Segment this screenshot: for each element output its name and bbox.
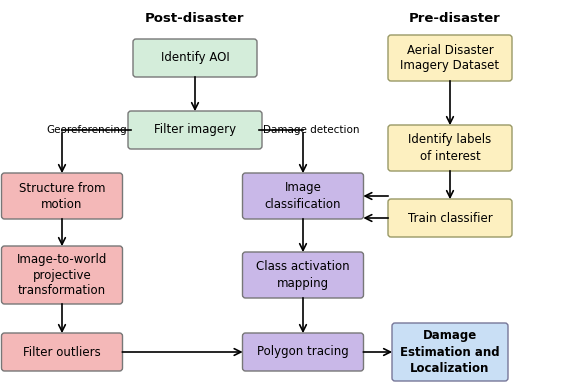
- FancyBboxPatch shape: [243, 173, 364, 219]
- Text: Identify labels
of interest: Identify labels of interest: [408, 133, 492, 163]
- FancyBboxPatch shape: [243, 333, 364, 371]
- FancyBboxPatch shape: [392, 323, 508, 381]
- Text: Georeferencing: Georeferencing: [46, 125, 127, 135]
- FancyBboxPatch shape: [128, 111, 262, 149]
- Text: Polygon tracing: Polygon tracing: [257, 345, 349, 359]
- Text: Image-to-world
projective
transformation: Image-to-world projective transformation: [17, 253, 107, 298]
- Text: Identify AOI: Identify AOI: [161, 52, 230, 64]
- Text: Damage detection: Damage detection: [263, 125, 359, 135]
- Text: Structure from
motion: Structure from motion: [19, 182, 105, 211]
- FancyBboxPatch shape: [2, 333, 122, 371]
- Text: Class activation
mapping: Class activation mapping: [256, 260, 350, 289]
- Text: Pre-disaster: Pre-disaster: [409, 12, 501, 25]
- Text: Filter imagery: Filter imagery: [154, 123, 236, 137]
- FancyBboxPatch shape: [243, 252, 364, 298]
- FancyBboxPatch shape: [388, 199, 512, 237]
- Text: Damage
Estimation and
Localization: Damage Estimation and Localization: [400, 329, 500, 374]
- FancyBboxPatch shape: [133, 39, 257, 77]
- FancyBboxPatch shape: [388, 125, 512, 171]
- Text: Train classifier: Train classifier: [408, 211, 492, 225]
- Text: Filter outliers: Filter outliers: [23, 345, 101, 359]
- Text: Post-disaster: Post-disaster: [146, 12, 245, 25]
- FancyBboxPatch shape: [388, 35, 512, 81]
- Text: Aerial Disaster
Imagery Dataset: Aerial Disaster Imagery Dataset: [400, 43, 500, 73]
- FancyBboxPatch shape: [2, 173, 122, 219]
- Text: Image
classification: Image classification: [265, 182, 341, 211]
- FancyBboxPatch shape: [2, 246, 122, 304]
